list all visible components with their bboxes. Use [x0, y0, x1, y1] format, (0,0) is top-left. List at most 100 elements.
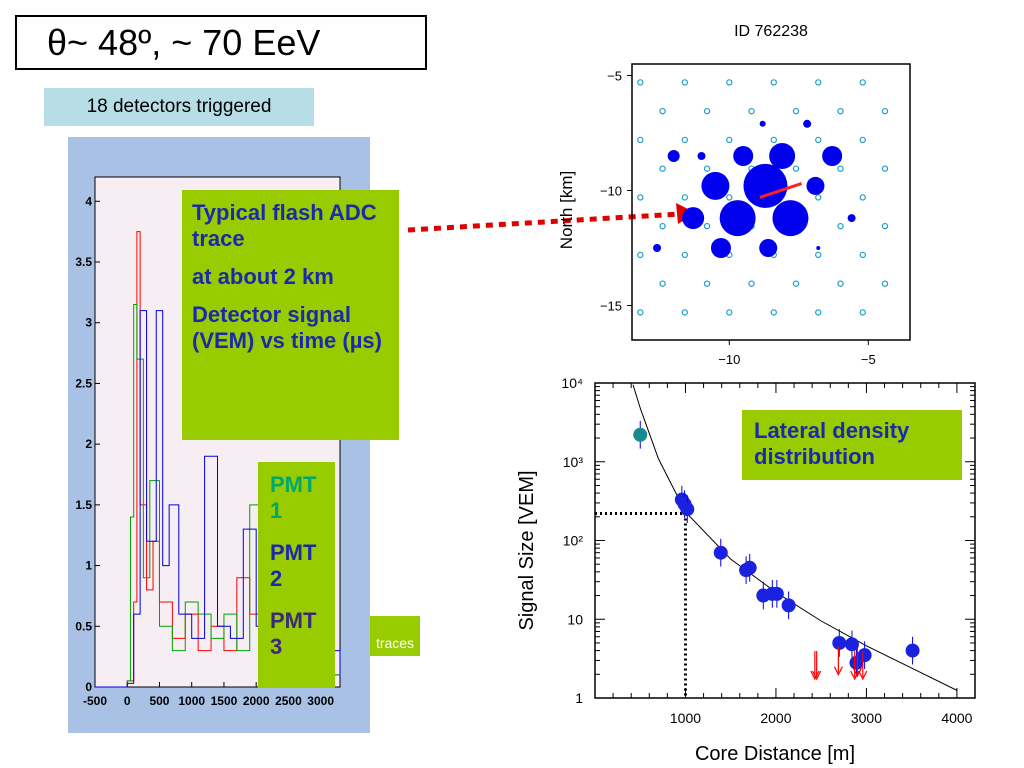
- ldf-y-tick-label: 1: [575, 690, 583, 706]
- pmt-3-label: PMT 3: [270, 608, 317, 659]
- station-empty: [792, 280, 800, 287]
- traces-text: traces: [375, 635, 415, 651]
- station-empty: [703, 107, 711, 115]
- ldf-upper-limit-arrowhead: [852, 667, 862, 678]
- map-x-tick-label: −10: [718, 352, 740, 367]
- station-empty: [859, 309, 866, 316]
- ldf-data-point: [857, 648, 872, 663]
- trace-y-tick-label: 4: [85, 194, 92, 208]
- title-box: θ~ 48º, ~ 70 EeV: [15, 15, 427, 70]
- trace-x-tick-label: -500: [83, 694, 107, 708]
- ldf-data-point: [781, 598, 796, 613]
- ldf-upper-limit-arrowhead: [858, 670, 868, 681]
- station-triggered: [772, 200, 809, 237]
- pmt-1-label: PMT 1: [270, 472, 317, 523]
- station-empty: [770, 309, 777, 316]
- station-empty: [815, 79, 822, 86]
- station-empty: [859, 79, 866, 86]
- station-empty: [837, 222, 844, 230]
- station-triggered: [653, 244, 662, 252]
- station-empty: [837, 165, 844, 172]
- station-empty: [681, 136, 689, 144]
- trace-x-tick-label: 1500: [211, 694, 238, 708]
- station-triggered: [759, 239, 778, 257]
- station-empty: [637, 309, 644, 316]
- dotted-arrow-line: [407, 211, 681, 233]
- trace-x-tick-label: 3000: [307, 694, 334, 708]
- shower-axis-line: [759, 182, 803, 199]
- ldf-data-point: [742, 560, 757, 575]
- ldf-x-axis-label: Core Distance [m]: [695, 743, 855, 765]
- station-triggered: [769, 143, 796, 169]
- station-empty: [837, 280, 844, 287]
- flash-line-3: Detector signal (VEM) vs time (µs): [192, 302, 382, 353]
- map-y-tick-label: −5: [607, 69, 622, 84]
- pmt-2-label: PMT 2: [270, 540, 317, 591]
- ldf-y-axis-label: Signal Size [VEM]: [516, 470, 538, 630]
- trace-y-tick-label: 3.5: [75, 255, 92, 269]
- station-empty: [703, 222, 711, 230]
- station-triggered: [806, 176, 825, 195]
- trace-y-tick-label: 3: [85, 316, 92, 330]
- flash-adc-callout: Typical flash ADC trace at about 2 km De…: [182, 190, 399, 440]
- station-empty: [748, 107, 755, 115]
- station-empty: [859, 136, 866, 144]
- station-empty: [681, 251, 689, 259]
- ldf-y-tick-label: 10: [567, 611, 583, 627]
- station-triggered: [697, 152, 706, 160]
- ldf-x-tick-label: 1000: [670, 710, 701, 726]
- ldf-y-tick-label: 10³: [563, 454, 584, 470]
- station-empty: [637, 251, 644, 259]
- ldf-data-point: [680, 502, 695, 517]
- map-y-tick-label: −10: [600, 184, 622, 199]
- ldf-upper-limit-arrowhead: [833, 666, 843, 677]
- map-y-tick-label: −15: [600, 299, 622, 314]
- ldf-x-tick-label: 2000: [760, 710, 791, 726]
- ldf-data-point: [713, 545, 728, 560]
- ldf-fit-curve: [632, 384, 958, 691]
- station-empty: [681, 309, 689, 316]
- ldf-upper-limit-arrowhead: [812, 670, 822, 681]
- station-empty: [770, 136, 777, 144]
- ldf-data-point: [633, 427, 648, 442]
- station-empty: [726, 309, 733, 316]
- station-empty: [726, 194, 733, 201]
- station-triggered: [822, 146, 843, 166]
- ldf-data-point: [844, 637, 859, 652]
- station-triggered: [667, 150, 680, 162]
- station-empty: [815, 194, 822, 201]
- ldf-y-tick-label: 10²: [563, 533, 584, 549]
- map-title: ID 762238: [734, 23, 808, 40]
- ldf-y-tick-label: 10⁴: [561, 375, 583, 391]
- station-triggered: [759, 120, 766, 127]
- flash-line-2: at about 2 km: [192, 264, 334, 289]
- station-empty: [659, 165, 666, 172]
- station-empty: [837, 107, 844, 115]
- station-empty: [659, 222, 666, 230]
- ldf-upper-limit-arrowhead: [810, 670, 820, 681]
- lateral-density-text: Lateral density distribution: [754, 418, 910, 469]
- flash-line-1: Typical flash ADC trace: [192, 200, 377, 251]
- station-empty: [637, 136, 644, 144]
- trace-x-tick-label: 500: [149, 694, 169, 708]
- station-empty: [815, 136, 822, 144]
- ldf-data-point: [905, 643, 920, 658]
- trace-y-tick-label: 2: [85, 437, 92, 451]
- trace-y-tick-label: 2.5: [75, 376, 92, 390]
- ldf-data-point: [769, 586, 784, 601]
- station-empty: [859, 251, 866, 259]
- station-triggered: [682, 207, 705, 230]
- ldf-x-tick-label: 3000: [851, 710, 882, 726]
- station-empty: [770, 79, 777, 86]
- station-empty: [659, 280, 666, 287]
- station-triggered: [701, 171, 730, 200]
- station-empty: [792, 107, 800, 115]
- trace-x-tick-label: 0: [124, 694, 131, 708]
- map-frame: [631, 63, 911, 341]
- station-empty: [726, 79, 733, 86]
- lateral-distribution-chart: 1 10 10² 10³ 10⁴ 1000 2000 3000 4000 Core Distanc…: [516, 375, 976, 765]
- station-empty: [659, 107, 666, 115]
- station-empty: [748, 280, 755, 287]
- trace-y-tick-label: 0.5: [75, 619, 92, 633]
- detectors-triggered-label: 18 detectors triggered: [44, 88, 314, 126]
